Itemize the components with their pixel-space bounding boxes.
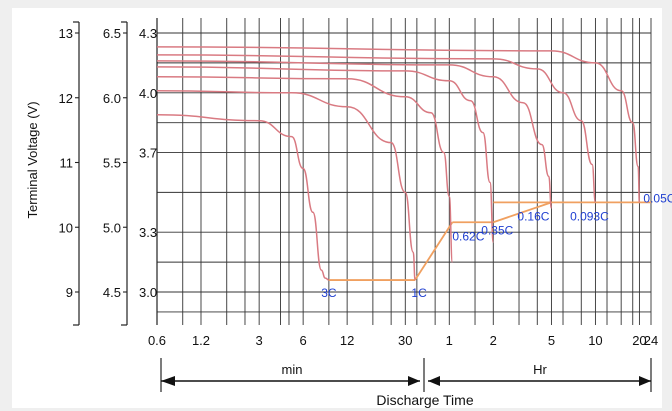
x-tick-label: 30 — [398, 333, 412, 348]
y-tick-label: 13 — [59, 26, 73, 41]
discharge-curve-0_16C — [156, 60, 553, 210]
discharge-curve-0_35C — [156, 66, 495, 243]
x-tick-label: 12 — [340, 333, 354, 348]
x-tick-label: 1 — [446, 333, 453, 348]
x-tick-label: 0.6 — [148, 333, 166, 348]
end-voltage-step — [414, 221, 454, 281]
min-label: min — [282, 362, 303, 377]
arrow-right-hr — [639, 376, 651, 386]
y-tick-label: 5.0 — [103, 220, 121, 235]
discharge-curve-1C — [156, 90, 416, 281]
arrow-left-hr — [428, 376, 440, 386]
axes — [73, 18, 158, 326]
tick-labels: 0.6 1.2 3 6 12 30 1 2 5 10 20241312111096.56.05.55… — [59, 26, 659, 348]
x-tick-label: 24 — [644, 333, 658, 348]
discharge-curve-0_62C — [156, 76, 454, 263]
y-tick-label: 4.3 — [139, 26, 157, 41]
x-tick-label: 10 — [588, 333, 602, 348]
hr-label: Hr — [533, 362, 547, 377]
y-tick-label: 11 — [60, 156, 74, 171]
arrow-right-min — [408, 376, 420, 386]
x-tick-label: 3 — [256, 333, 263, 348]
series-label: 0.35C — [481, 223, 513, 237]
end-voltage-step — [492, 201, 552, 224]
time-units: min Hr — [160, 358, 652, 392]
y-tick-label: 6.0 — [103, 91, 121, 106]
end-voltage-lines — [328, 201, 651, 281]
series-label: 0.05C — [643, 191, 672, 205]
series-label: 0.093C — [570, 209, 609, 223]
x-tick-label: 1.2 — [192, 333, 210, 348]
y-tick-label: 5.5 — [103, 156, 121, 171]
discharge-curve-3C — [156, 113, 329, 281]
y-tick-label: 3.0 — [139, 285, 157, 300]
x-tick-label: 5 — [548, 333, 555, 348]
y-tick-label: 10 — [59, 220, 73, 235]
series-label: 1C — [411, 286, 427, 300]
y-tick-label: 4.5 — [103, 285, 121, 300]
arrow-left-min — [161, 376, 175, 386]
y-tick-label: 9 — [66, 285, 73, 300]
x-tick-label: 2 — [490, 333, 497, 348]
y-tick-label: 3.7 — [139, 146, 157, 161]
x-axis-title: Discharge Time — [376, 392, 473, 408]
discharge-curve-0_05C — [156, 46, 641, 204]
discharge-curve-0_093C — [156, 54, 597, 204]
y-tick-label: 4.0 — [139, 86, 157, 101]
series-label: 0.16C — [517, 209, 549, 223]
discharge-curves — [156, 46, 641, 281]
x-tick-label: 20 — [632, 333, 646, 348]
series-label: 0.62C — [452, 229, 484, 243]
y-tick-label: 3.3 — [139, 225, 157, 240]
y-tick-label: 12 — [59, 91, 73, 106]
series-label: 3C — [321, 286, 337, 300]
y-tick-label: 6.5 — [103, 26, 121, 41]
chart-panel — [12, 8, 662, 408]
x-tick-label: 6 — [300, 333, 307, 348]
y-axis-title: Terminal Voltage (V) — [25, 101, 40, 218]
